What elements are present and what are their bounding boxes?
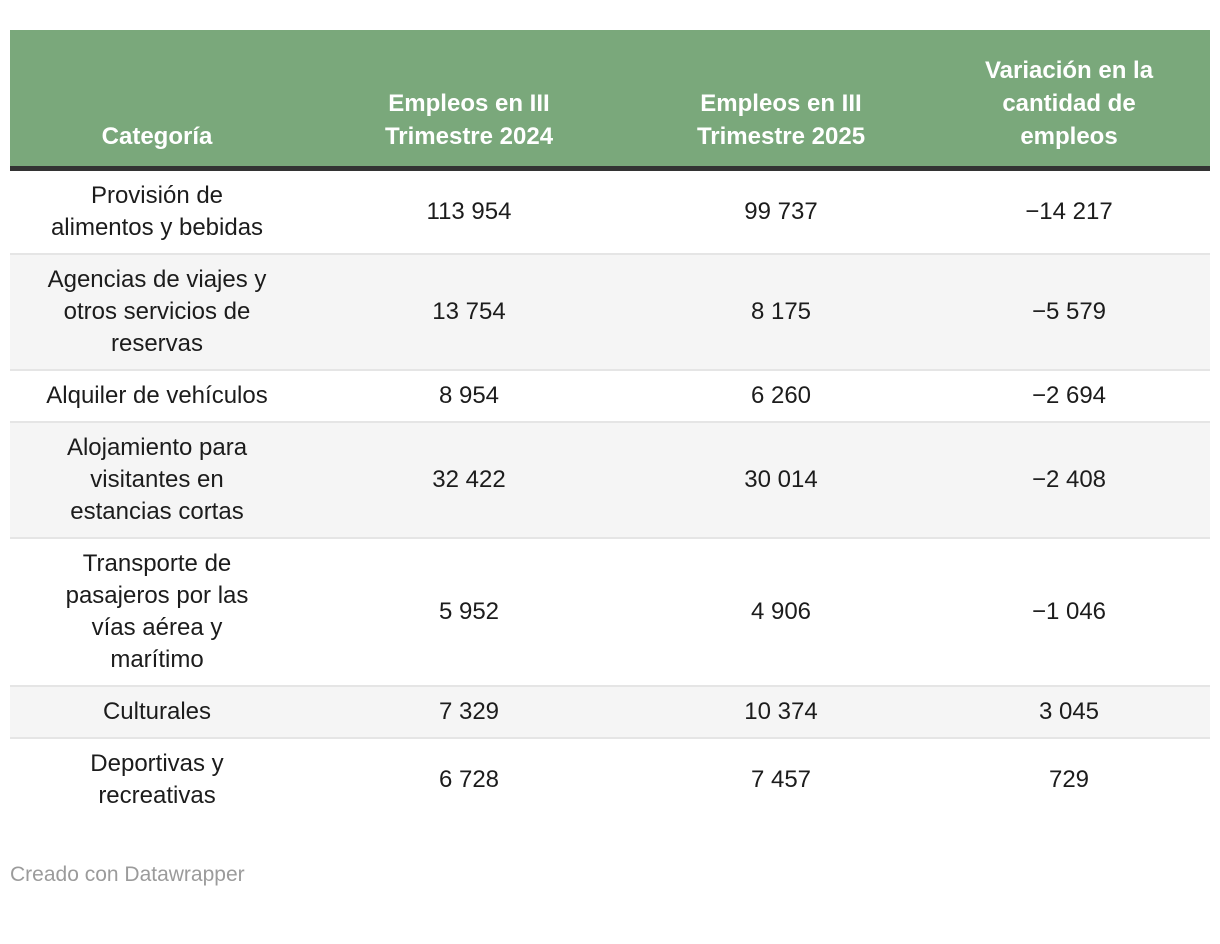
column-header-empleos-2025: Empleos en III Trimestre 2025 (634, 30, 928, 168)
cell-variacion: 3 045 (1038, 697, 1100, 725)
cell-variacion: −2 408 (1031, 465, 1107, 493)
table-row: Transporte de pasajeros por las vías aér… (10, 537, 1210, 686)
table-row: Provisión de alimentos y bebidas 113 954… (10, 168, 1210, 254)
cell-empleos-2024: 13 754 (432, 297, 506, 325)
cell-empleos-2024: 32 422 (432, 465, 506, 493)
cell-empleos-2024: 5 952 (438, 597, 500, 625)
cell-category: Deportivas y recreativas (90, 749, 224, 809)
table-body: Provisión de alimentos y bebidas 113 954… (10, 168, 1210, 821)
cell-category: Culturales (102, 697, 212, 725)
cell-category: Agencias de viajes y otros servicios de … (47, 265, 267, 357)
table-row: Deportivas y recreativas 6 728 7 457 729 (10, 737, 1210, 821)
cell-empleos-2024: 6 728 (438, 765, 500, 793)
cell-empleos-2024: 113 954 (426, 197, 512, 225)
cell-variacion: −1 046 (1031, 597, 1107, 625)
cell-variacion: −2 694 (1031, 381, 1107, 409)
table-header: Categoría Empleos en III Trimestre 2024 … (10, 30, 1210, 168)
cell-empleos-2025: 8 175 (750, 297, 812, 325)
table-row: Alquiler de vehículos 8 954 6 260 −2 694 (10, 369, 1210, 422)
cell-variacion: 729 (1048, 765, 1090, 793)
cell-category: Alojamiento para visitantes en estancias… (66, 433, 248, 525)
cell-variacion: −5 579 (1031, 297, 1107, 325)
table-row: Agencias de viajes y otros servicios de … (10, 253, 1210, 370)
datawrapper-credit-link[interactable]: Creado con Datawrapper (10, 862, 245, 886)
cell-empleos-2025: 99 737 (744, 197, 818, 225)
table-row: Culturales 7 329 10 374 3 045 (10, 685, 1210, 738)
column-header-empleos-2024: Empleos en III Trimestre 2024 (304, 30, 634, 168)
cell-variacion: −14 217 (1025, 197, 1113, 225)
cell-empleos-2025: 30 014 (744, 465, 818, 493)
table-row: Alojamiento para visitantes en estancias… (10, 421, 1210, 538)
column-header-variacion: Variación en la cantidad de empleos (928, 30, 1210, 168)
cell-empleos-2025: 10 374 (744, 697, 818, 725)
cell-category: Transporte de pasajeros por las vías aér… (65, 549, 249, 673)
cell-empleos-2025: 4 906 (750, 597, 812, 625)
cell-category: Alquiler de vehículos (46, 381, 268, 409)
cell-empleos-2024: 7 329 (438, 697, 500, 725)
employment-table-container: Categoría Empleos en III Trimestre 2024 … (10, 30, 1210, 821)
cell-empleos-2025: 6 260 (750, 381, 812, 409)
column-header-categoria: Categoría (10, 30, 304, 168)
cell-empleos-2025: 7 457 (750, 765, 812, 793)
cell-category: Provisión de alimentos y bebidas (50, 181, 264, 241)
attribution-footer: Creado con Datawrapper (10, 863, 1210, 887)
header-row: Categoría Empleos en III Trimestre 2024 … (10, 30, 1210, 168)
employment-table: Categoría Empleos en III Trimestre 2024 … (10, 30, 1210, 821)
cell-empleos-2024: 8 954 (438, 381, 500, 409)
